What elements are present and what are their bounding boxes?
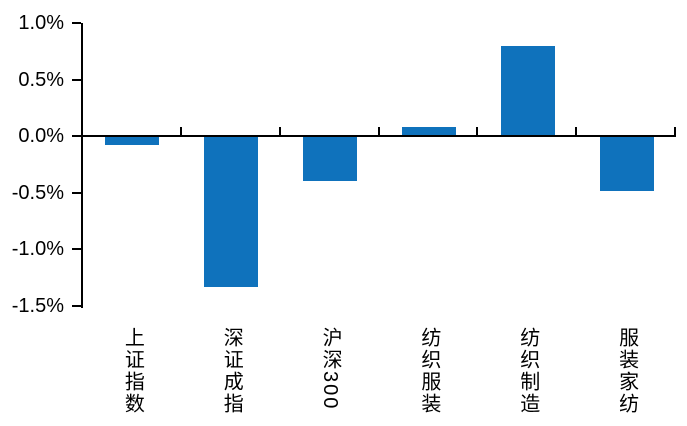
x-axis-category-label: 上证指数: [121, 327, 144, 415]
y-axis-tick-label: -1.5%: [11, 295, 64, 317]
x-axis-category-label: 深证成指: [220, 327, 243, 415]
x-axis-tick: [674, 127, 676, 137]
y-axis-tick: [72, 305, 81, 307]
y-axis-tick-label: -0.5%: [11, 181, 64, 204]
y-axis-tick: [72, 78, 81, 81]
y-axis-tick: [72, 191, 81, 194]
x-axis-category-label: 纺织服装: [417, 327, 440, 415]
bar-4: [401, 127, 456, 137]
x-axis-tick: [179, 127, 182, 137]
y-axis-tick: [72, 135, 81, 138]
y-axis-tick-label: 1.0%: [18, 12, 64, 34]
x-axis-tick: [278, 127, 281, 137]
bar-2: [204, 136, 259, 287]
y-axis-tick-label: 0.0%: [18, 125, 64, 148]
x-axis-category-label: 沪深300: [319, 327, 342, 411]
bar-5: [500, 45, 555, 137]
y-axis-tick: [72, 22, 81, 24]
x-axis-tick: [476, 127, 479, 137]
y-axis-tick-label: -1.0%: [11, 238, 64, 261]
bar-3: [303, 136, 358, 182]
bar-6: [599, 136, 654, 191]
y-axis-tick-label: 0.5%: [18, 68, 64, 91]
x-axis-tick: [575, 127, 578, 137]
y-axis-spine: [81, 23, 83, 308]
bar-1: [105, 136, 160, 146]
x-axis-tick: [377, 127, 380, 137]
x-axis-category-label: 纺织制造: [516, 327, 539, 415]
y-axis-tick: [72, 248, 81, 251]
x-axis-zero-line: [83, 135, 676, 138]
x-axis-category-label: 服装家纺: [615, 327, 638, 415]
